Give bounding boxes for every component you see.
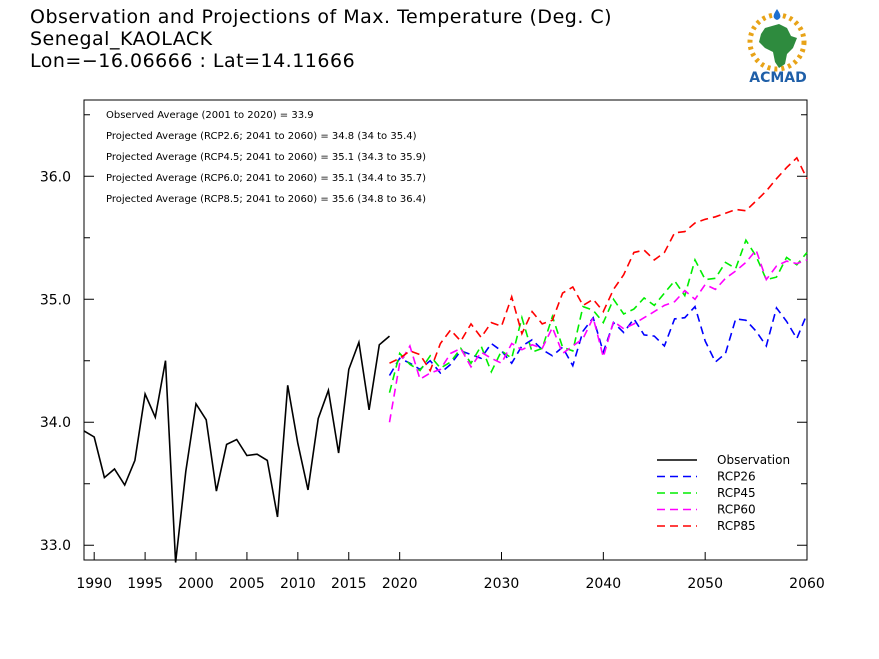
x-tick-label: 2000 (178, 576, 214, 592)
series-line-rcp60 (388, 248, 808, 423)
water-drop-icon (773, 9, 781, 20)
x-tick-label: 1995 (127, 576, 163, 592)
x-tick-label: 2040 (586, 576, 622, 592)
axis-ticks (84, 114, 808, 560)
y-tick-label: 35.0 (40, 292, 71, 308)
y-tick-label: 36.0 (40, 169, 71, 185)
station-coordinates: Lon=−16.06666 : Lat=14.11666 (30, 50, 356, 72)
x-tick-label: 2010 (280, 576, 316, 592)
annotation-rcp26-average: Projected Average (RCP2.6; 2041 to 2060)… (106, 131, 417, 142)
x-tick-label: 2020 (382, 576, 418, 592)
legend-label-rcp45: RCP45 (717, 486, 756, 500)
annotation-rcp45-average: Projected Average (RCP4.5; 2041 to 2060)… (106, 152, 426, 163)
legend: Observation RCP26 RCP45 RCP60 RCP85 (657, 453, 790, 533)
legend-label-observation: Observation (717, 453, 790, 467)
chart-title: Observation and Projections of Max. Temp… (30, 6, 613, 28)
annotation-observed-average: Observed Average (2001 to 2020) = 33.9 (106, 110, 314, 121)
annotation-block: Observed Average (2001 to 2020) = 33.9 P… (106, 110, 426, 205)
series-line-rcp45 (388, 238, 808, 393)
x-tick-label: 1990 (76, 576, 112, 592)
x-tick-label: 2060 (789, 576, 825, 592)
x-tick-label: 2050 (687, 576, 723, 592)
series-line-observation (83, 335, 391, 563)
annotation-rcp60-average: Projected Average (RCP6.0; 2041 to 2060)… (106, 173, 426, 184)
y-tick-label: 34.0 (40, 415, 71, 431)
series-lines (83, 156, 808, 563)
chart-title-block: Observation and Projections of Max. Temp… (30, 6, 612, 72)
annotation-rcp85-average: Projected Average (RCP8.5; 2041 to 2060)… (106, 194, 426, 205)
logo-text: ACMAD (749, 70, 807, 86)
x-tick-label: 2030 (484, 576, 520, 592)
africa-map-icon (759, 24, 797, 68)
acmad-logo: ACMAD (747, 9, 807, 86)
y-tick-label: 33.0 (40, 538, 71, 554)
legend-label-rcp26: RCP26 (717, 470, 756, 484)
x-tick-label: 2015 (331, 576, 367, 592)
series-line-rcp85 (389, 156, 808, 373)
legend-label-rcp60: RCP60 (717, 503, 756, 517)
station-name: Senegal_KAOLACK (30, 28, 213, 50)
plot-frame (83, 99, 808, 561)
x-tick-label: 2005 (229, 576, 265, 592)
legend-label-rcp85: RCP85 (717, 519, 756, 533)
axis-tick-labels: 1990 1995 2000 2005 2010 2015 2020 2030 2040 2050… (40, 169, 825, 592)
